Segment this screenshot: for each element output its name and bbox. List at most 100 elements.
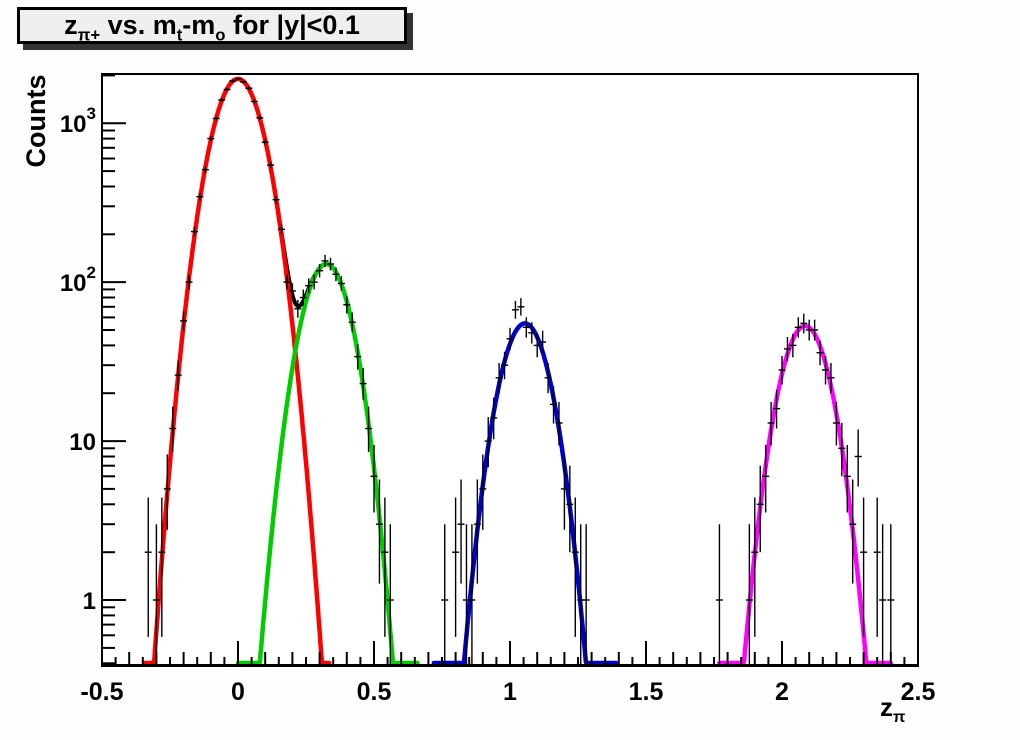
data-point: [501, 351, 509, 380]
data-point: [152, 524, 160, 664]
data-point: [789, 333, 797, 358]
data-point: [511, 300, 519, 319]
data-point: [180, 311, 188, 331]
data-point: [169, 406, 177, 452]
data-point: [375, 479, 383, 584]
x-tick-label: 2.5: [901, 678, 936, 706]
data-point: [158, 497, 166, 637]
data-point: [832, 402, 840, 446]
data-point: [441, 524, 449, 664]
data-point: [229, 79, 237, 83]
plot-frame: [101, 73, 919, 666]
y-tick-label: 103: [60, 104, 96, 138]
data-point: [201, 166, 209, 173]
data-point: [234, 77, 242, 81]
data-point: [174, 360, 182, 391]
data-point: [879, 524, 887, 664]
data-point: [479, 454, 487, 530]
data-point: [305, 278, 313, 294]
data-point: [337, 276, 345, 291]
y-tick-label: 102: [60, 263, 96, 297]
data-points: [144, 77, 895, 664]
data-point: [327, 257, 334, 271]
x-tick-label: 1: [503, 678, 517, 706]
data-point: [223, 87, 231, 92]
data-point: [873, 497, 881, 637]
data-point: [560, 454, 568, 530]
data-point: [860, 497, 868, 637]
data-point: [245, 86, 253, 90]
data-point: [566, 465, 574, 553]
data-point: [533, 333, 541, 358]
data-point: [571, 497, 579, 637]
data-point: [528, 322, 536, 344]
data-point: [517, 298, 525, 316]
data-point: [370, 445, 378, 513]
y-tick-label: 10: [69, 429, 96, 456]
data-point: [365, 406, 373, 452]
data-point: [582, 524, 590, 664]
data-point: [267, 162, 275, 169]
data-point: [278, 224, 285, 235]
data-point: [239, 80, 247, 84]
data-point: [299, 289, 307, 306]
label-text: z: [880, 692, 893, 722]
data-point: [854, 429, 862, 487]
data-point: [715, 524, 723, 664]
data-point: [473, 479, 481, 584]
data-point: [778, 356, 786, 385]
data-point: [348, 312, 356, 333]
data-point: [811, 319, 819, 341]
data-point: [321, 254, 329, 268]
label-text: for |y|<0.1: [225, 10, 360, 40]
data-point: [272, 195, 280, 204]
data-point: [555, 402, 563, 446]
y-axis-title: Counts: [21, 74, 51, 168]
data-point: [756, 465, 764, 553]
data-point: [354, 344, 362, 370]
subscript-text: π: [893, 708, 906, 727]
data-point: [343, 296, 351, 314]
data-point: [767, 402, 775, 446]
data-point: [256, 115, 264, 120]
data-point: [544, 363, 552, 394]
data-point: [495, 363, 503, 394]
label-text: vs. m: [100, 10, 177, 40]
x-tick-label: 1.5: [629, 678, 664, 706]
y-tick-label: 1: [83, 588, 96, 615]
y-tick-labels: 1 10 102 103: [60, 104, 96, 615]
data-point: [822, 356, 829, 385]
data-point: [457, 479, 465, 584]
data-point: [310, 274, 318, 290]
data-point: [773, 389, 781, 429]
data-point: [762, 445, 770, 513]
label-text: -m: [182, 10, 216, 40]
data-point: [332, 267, 340, 282]
data-point: [490, 397, 498, 440]
x-tick-label: 0: [231, 678, 245, 706]
data-point: [783, 337, 791, 362]
data-point: [163, 454, 171, 530]
data-point: [506, 327, 514, 351]
data-point: [745, 524, 753, 664]
x-tick-labels: -0.5 0 0.5 1 1.5 2 2.5: [80, 678, 935, 706]
data-point: [250, 99, 258, 104]
label-text: z: [64, 10, 78, 40]
data-point: [550, 386, 557, 424]
x-axis-title: zπ: [880, 692, 1000, 727]
x-tick-label: 0.5: [357, 678, 392, 706]
data-point: [794, 317, 802, 338]
data-point: [849, 479, 857, 584]
data-point: [288, 283, 296, 299]
data-point: [316, 264, 324, 278]
data-point: [843, 445, 851, 513]
data-point: [218, 98, 226, 102]
data-point: [816, 340, 824, 366]
data-point: [887, 524, 895, 664]
data-point: [381, 497, 389, 637]
data-point: [191, 226, 198, 237]
data-point: [452, 497, 460, 637]
data-point: [207, 136, 215, 142]
